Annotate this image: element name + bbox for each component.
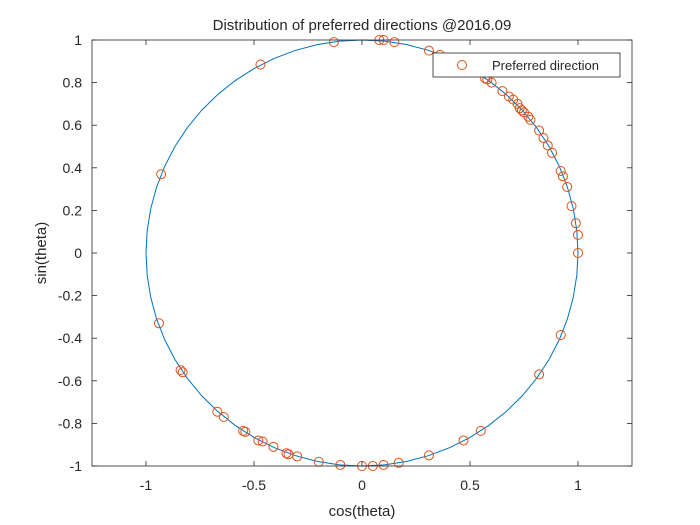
data-point <box>212 406 223 417</box>
chart-title: Distribution of preferred directions @20… <box>213 17 512 34</box>
data-point <box>240 426 251 437</box>
data-point <box>534 125 545 136</box>
data-point <box>555 330 566 340</box>
axes-layer: -1 -0.5 0 0.5 1 -1 -0.8 -0.6 -0.4 -0.2 0 0.2 0.4 0.6 0… <box>58 32 633 493</box>
data-point <box>177 367 188 378</box>
data-point <box>378 459 389 470</box>
data-point <box>335 459 346 470</box>
y-tick-label: 0.8 <box>63 75 83 91</box>
data-point <box>156 169 167 180</box>
y-tick-label: -0.2 <box>58 288 82 304</box>
data-point <box>497 86 508 97</box>
plot-area <box>92 40 632 466</box>
legend: Preferred direction <box>432 52 621 78</box>
data-point <box>557 171 568 182</box>
data-point <box>525 114 536 125</box>
legend-marker <box>457 60 467 70</box>
y-tick-label: 0 <box>74 245 82 261</box>
data-point <box>562 181 573 192</box>
data-point <box>475 425 486 436</box>
data-point <box>153 318 164 329</box>
data-point <box>516 105 527 116</box>
data-point <box>573 248 583 258</box>
y-tick-label: -0.6 <box>58 373 82 389</box>
data-point <box>570 218 581 229</box>
data-point <box>218 412 229 423</box>
data-point <box>389 37 400 48</box>
data-point <box>253 435 264 446</box>
y-tick-label: -1 <box>70 458 83 474</box>
x-tick-label: 0.5 <box>460 477 480 493</box>
data-point <box>523 111 534 122</box>
data-point <box>393 457 404 468</box>
y-tick-label: 0.6 <box>63 117 83 133</box>
data-point <box>238 425 249 436</box>
data-point <box>458 435 469 446</box>
legend-box <box>432 52 621 78</box>
y-tick-label: 0.4 <box>63 160 83 176</box>
x-axis-label: cos(theta) <box>329 503 396 520</box>
y-tick-label: 1 <box>74 32 82 48</box>
x-tick-label: 1 <box>574 477 582 493</box>
data-point <box>257 436 268 447</box>
data-point <box>423 45 434 56</box>
y-tick-label: -0.4 <box>58 330 82 346</box>
y-tick-label: -0.8 <box>58 415 82 431</box>
data-point <box>542 140 553 151</box>
x-tick-label: 0 <box>358 477 366 493</box>
data-point <box>566 201 577 212</box>
data-point <box>534 369 545 380</box>
data-point <box>281 448 292 459</box>
data-point <box>423 450 434 461</box>
y-tick-label: 0.2 <box>63 202 83 218</box>
data-point <box>328 37 339 48</box>
data-point <box>486 77 497 88</box>
x-tick-label: -0.5 <box>242 477 266 493</box>
data-point <box>573 229 583 240</box>
data-point <box>538 132 549 143</box>
data-point <box>555 166 566 176</box>
data-point <box>292 451 303 462</box>
data-point <box>255 59 266 70</box>
data-point <box>547 147 558 158</box>
data-point <box>175 365 186 376</box>
legend-label: Preferred direction <box>492 58 599 73</box>
y-axis-label: sin(theta) <box>33 222 50 285</box>
x-tick-label: -1 <box>140 477 153 493</box>
data-point <box>268 441 279 452</box>
